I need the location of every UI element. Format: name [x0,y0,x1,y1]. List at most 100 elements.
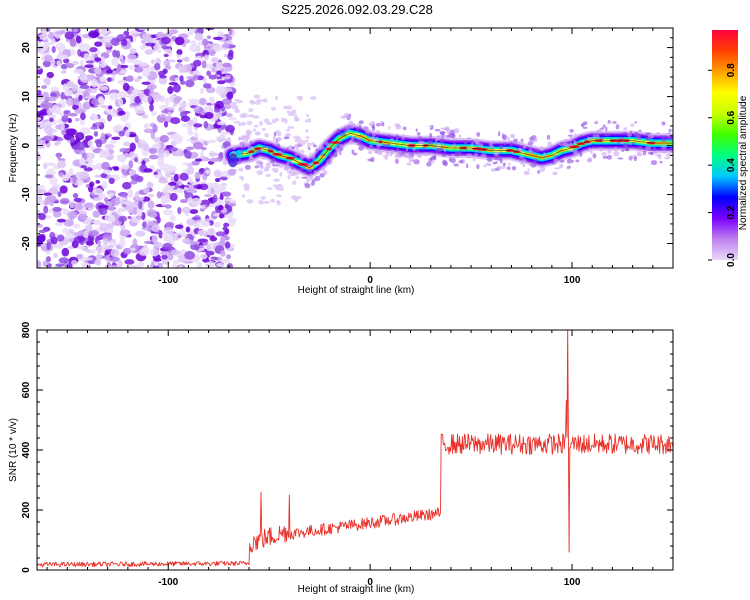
noise-blob [141,81,151,85]
noise-blob [46,263,53,268]
noise-blob [228,116,237,121]
snr-plot-area [37,330,673,570]
noise-blob [73,96,80,106]
ridge-halo [405,146,409,152]
noise-blob [217,80,226,85]
noise-speck [271,167,279,172]
ridge-halo [630,123,635,127]
noise-blob [151,224,160,233]
noise-blob [61,247,70,257]
noise-blob [80,165,87,169]
ridge-halo [249,140,252,144]
noise-blob [149,211,157,218]
noise-blob [215,85,226,95]
noise-blob [94,121,102,127]
snr-y-axis-label: SNR (10 * v/v) [8,418,19,482]
ridge-halo [378,152,383,156]
noise-blob [193,74,199,79]
noise-speck [276,200,281,206]
ridge-halo [332,152,338,158]
noise-blob [192,141,204,150]
noise-blob [75,132,85,141]
ridge-halo [287,145,293,150]
noise-blob [201,38,209,47]
noise-blob [163,53,169,58]
ridge-halo [604,132,611,137]
ridge-halo [553,155,558,158]
noise-blob [48,31,55,40]
noise-blob [143,142,149,152]
noise-blob [109,139,117,145]
ridge-halo [441,154,446,157]
ridge-halo [497,131,501,137]
noise-blob [142,196,151,202]
ridge-halo [294,153,300,156]
ridge-halo [608,119,611,123]
ridge-halo [502,146,509,150]
noise-blob [122,141,131,147]
noise-blob [109,256,120,262]
noise-blob [88,30,99,39]
ridge-halo [286,160,291,165]
noise-blob [169,214,176,222]
noise-blob [190,181,199,185]
noise-blob [162,242,173,250]
ridge-halo [299,154,305,160]
noise-blob [169,192,178,202]
noise-blob [76,141,86,151]
noise-blob [158,76,168,85]
noise-speck [287,174,291,180]
ridge-halo [496,165,502,171]
ridge-halo [533,158,538,163]
noise-speck [310,96,317,101]
ridge-halo [242,144,245,150]
noise-blob [187,124,193,134]
noise-blob [149,103,154,112]
noise-blob [160,36,171,45]
ridge-halo [301,171,308,174]
noise-blob [204,111,214,120]
noise-blob [73,202,84,211]
ridge-halo [458,160,464,164]
ridge-halo [653,151,658,155]
ridge-halo [410,159,418,162]
noise-speck [307,117,312,123]
noise-blob [40,101,51,108]
ridge-halo [369,136,376,140]
noise-blob [165,221,175,228]
noise-blob [107,105,113,110]
ridge-halo [244,164,251,170]
spectrogram-y-tick-label: 0 [21,142,32,148]
noise-blob [151,93,162,100]
ridge-halo [614,146,617,152]
noise-blob [161,259,170,265]
noise-blob [118,239,126,248]
noise-speck [252,115,260,119]
noise-blob [50,92,57,98]
ridge-halo [441,133,445,138]
colorbar-tick-label: 0.4 [726,158,737,172]
noise-speck [263,201,270,204]
noise-blob [159,75,167,79]
ridge-halo [506,166,511,170]
noise-blob [48,208,54,214]
noise-blob [149,85,154,95]
noise-blob [60,70,67,75]
noise-blob [150,248,160,257]
noise-blob [100,104,109,109]
ridge-halo [422,152,430,157]
ridge-halo [612,121,617,124]
ridge-halo [342,128,349,132]
noise-speck [262,98,268,103]
figure-title: S225.2026.092.03.29.C28 [281,2,433,17]
noise-blob [122,82,130,92]
ridge-halo [652,146,657,152]
noise-speck [284,118,288,124]
noise-blob [72,192,79,199]
noise-blob [160,109,170,114]
noise-blob [167,86,174,95]
noise-blob [179,172,189,181]
noise-blob [51,46,56,53]
ridge-halo [486,157,493,163]
ridge-halo [647,152,654,155]
